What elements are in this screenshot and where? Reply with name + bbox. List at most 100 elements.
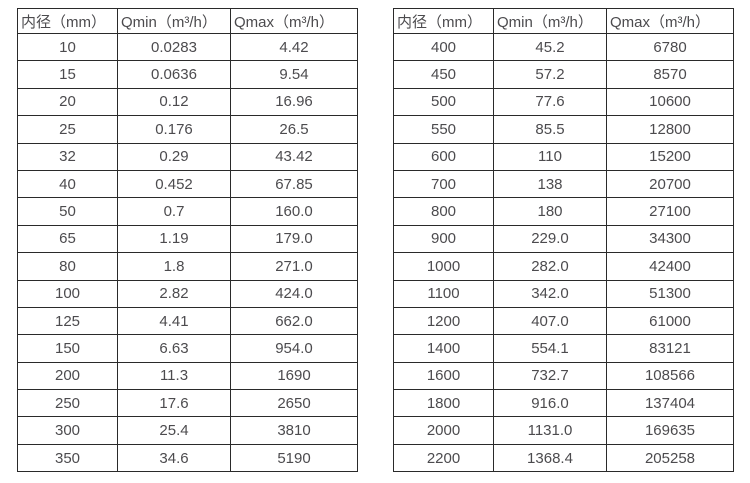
qmax-cell: 169635 — [606, 416, 734, 445]
qmax-cell: 2650 — [230, 389, 358, 418]
table-row: 40 0.452 67.85 — [17, 169, 358, 199]
column-header-qmin: Qmin（m³/h） — [117, 8, 231, 34]
qmax-cell: 954.0 — [230, 334, 358, 363]
table-row: 700 138 20700 — [393, 169, 734, 199]
diameter-cell: 1000 — [393, 252, 494, 281]
qmin-cell: 110 — [493, 142, 607, 171]
table-row: 1100 342.0 51300 — [393, 279, 734, 308]
qmin-cell: 2.82 — [117, 279, 231, 308]
table-row: 15 0.0636 9.54 — [17, 60, 358, 89]
column-header-diameter: 内径（mm） — [17, 8, 118, 34]
table-row: 20 0.12 16.96 — [17, 87, 358, 117]
qmax-cell: 179.0 — [230, 224, 358, 254]
table-row: 2200 1368.4 205258 — [393, 443, 734, 473]
qmin-cell: 17.6 — [117, 389, 231, 418]
qmin-cell: 6.63 — [117, 334, 231, 363]
qmax-cell: 15200 — [606, 142, 734, 171]
qmax-cell: 424.0 — [230, 279, 358, 308]
diameter-cell: 50 — [17, 197, 118, 226]
qmin-cell: 732.7 — [493, 361, 607, 391]
diameter-cell: 400 — [393, 32, 494, 62]
table-row: 1200 407.0 61000 — [393, 306, 734, 336]
diameter-cell: 600 — [393, 142, 494, 171]
qmax-cell: 26.5 — [230, 115, 358, 144]
qmin-cell: 138 — [493, 169, 607, 199]
qmin-cell: 4.41 — [117, 306, 231, 336]
table-row: 10 0.0283 4.42 — [17, 32, 358, 62]
diameter-cell: 700 — [393, 169, 494, 199]
diameter-cell: 125 — [17, 306, 118, 336]
diameter-cell: 40 — [17, 169, 118, 199]
table-row: 450 57.2 8570 — [393, 60, 734, 89]
diameter-cell: 250 — [17, 389, 118, 418]
qmax-cell: 51300 — [606, 279, 734, 308]
table-row: 250 17.6 2650 — [17, 389, 358, 418]
diameter-cell: 100 — [17, 279, 118, 308]
qmax-cell: 6780 — [606, 32, 734, 62]
qmax-cell: 4.42 — [230, 32, 358, 62]
qmax-cell: 67.85 — [230, 169, 358, 199]
diameter-cell: 900 — [393, 224, 494, 254]
qmax-cell: 3810 — [230, 416, 358, 445]
qmin-cell: 0.452 — [117, 169, 231, 199]
qmax-cell: 1690 — [230, 361, 358, 391]
qmin-cell: 1.19 — [117, 224, 231, 254]
diameter-cell: 150 — [17, 334, 118, 363]
table-row: 100 2.82 424.0 — [17, 279, 358, 308]
table-row: 80 1.8 271.0 — [17, 252, 358, 281]
qmin-cell: 407.0 — [493, 306, 607, 336]
diameter-cell: 2000 — [393, 416, 494, 445]
diameter-cell: 450 — [393, 60, 494, 89]
qmax-cell: 10600 — [606, 87, 734, 117]
column-header-qmax: Qmax（m³/h） — [230, 8, 358, 34]
qmax-cell: 9.54 — [230, 60, 358, 89]
qmax-cell: 83121 — [606, 334, 734, 363]
diameter-cell: 80 — [17, 252, 118, 281]
qmin-cell: 25.4 — [117, 416, 231, 445]
flow-table-right: 内径（mm） Qmin（m³/h） Qmax（m³/h） 400 45.2 6780 450… — [393, 8, 734, 473]
qmax-cell: 137404 — [606, 389, 734, 418]
column-header-qmax: Qmax（m³/h） — [606, 8, 734, 34]
qmax-cell: 27100 — [606, 197, 734, 226]
flow-rate-tables: 内径（mm） Qmin（m³/h） Qmax（m³/h） 10 0.0283 4.42 15… — [17, 8, 734, 473]
qmin-cell: 57.2 — [493, 60, 607, 89]
qmax-cell: 108566 — [606, 361, 734, 391]
qmin-cell: 11.3 — [117, 361, 231, 391]
qmax-cell: 43.42 — [230, 142, 358, 171]
flow-table-left: 内径（mm） Qmin（m³/h） Qmax（m³/h） 10 0.0283 4.42 15… — [17, 8, 358, 473]
diameter-cell: 500 — [393, 87, 494, 117]
qmax-cell: 61000 — [606, 306, 734, 336]
qmin-cell: 282.0 — [493, 252, 607, 281]
qmin-cell: 1.8 — [117, 252, 231, 281]
diameter-cell: 10 — [17, 32, 118, 62]
table-row: 300 25.4 3810 — [17, 416, 358, 445]
diameter-cell: 1400 — [393, 334, 494, 363]
diameter-cell: 800 — [393, 197, 494, 226]
diameter-cell: 1600 — [393, 361, 494, 391]
qmin-cell: 916.0 — [493, 389, 607, 418]
table-row: 32 0.29 43.42 — [17, 142, 358, 171]
qmax-cell: 12800 — [606, 115, 734, 144]
header-row: 内径（mm） Qmin（m³/h） Qmax（m³/h） — [393, 8, 734, 34]
qmax-cell: 205258 — [606, 443, 734, 473]
header-row: 内径（mm） Qmin（m³/h） Qmax（m³/h） — [17, 8, 358, 34]
column-header-qmin: Qmin（m³/h） — [493, 8, 607, 34]
qmin-cell: 0.176 — [117, 115, 231, 144]
table-row: 900 229.0 34300 — [393, 224, 734, 254]
qmax-cell: 42400 — [606, 252, 734, 281]
diameter-cell: 25 — [17, 115, 118, 144]
qmax-cell: 8570 — [606, 60, 734, 89]
qmin-cell: 180 — [493, 197, 607, 226]
table-row: 550 85.5 12800 — [393, 115, 734, 144]
diameter-cell: 15 — [17, 60, 118, 89]
qmin-cell: 0.29 — [117, 142, 231, 171]
qmin-cell: 554.1 — [493, 334, 607, 363]
table-row: 800 180 27100 — [393, 197, 734, 226]
table-row: 500 77.6 10600 — [393, 87, 734, 117]
qmax-cell: 16.96 — [230, 87, 358, 117]
qmin-cell: 34.6 — [117, 443, 231, 473]
qmin-cell: 229.0 — [493, 224, 607, 254]
qmin-cell: 45.2 — [493, 32, 607, 62]
qmax-cell: 20700 — [606, 169, 734, 199]
table-row: 150 6.63 954.0 — [17, 334, 358, 363]
